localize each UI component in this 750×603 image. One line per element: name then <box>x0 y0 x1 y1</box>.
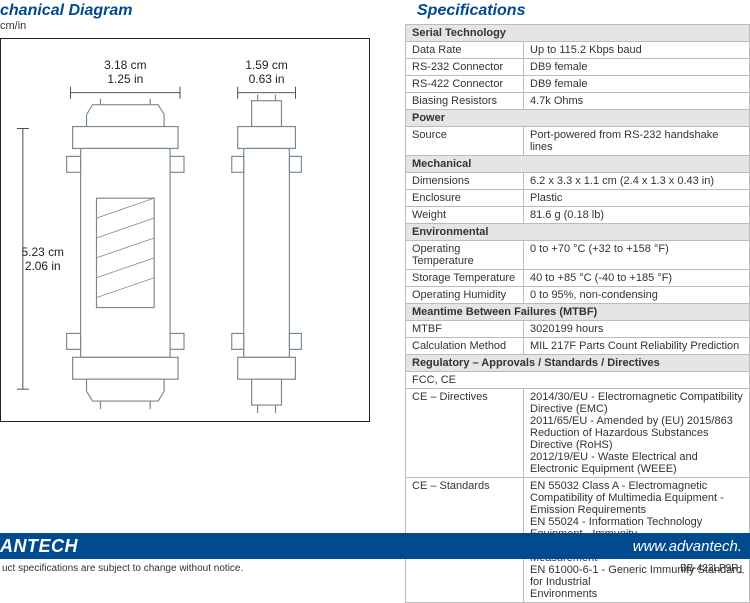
spec-row-value: 0 to +70 °C (+32 to +158 °F) <box>524 241 750 270</box>
footer-note-left: uct specifications are subject to change… <box>2 563 243 574</box>
spec-row-value: 0 to 95%, non-condensing <box>524 287 750 304</box>
spec-row-value: 81.6 g (0.18 lb) <box>524 207 750 224</box>
diagram-svg: 3.18 cm 1.25 in 1.59 cm 0.63 in 5.23 cm … <box>1 39 369 421</box>
spec-row-value: Up to 115.2 Kbps baud <box>524 42 750 59</box>
dim-side-cm: 5.23 cm <box>22 245 64 259</box>
spec-row-label: Weight <box>406 207 524 224</box>
brand-logo: ANTECH <box>0 536 78 557</box>
diagram-front-view <box>67 99 184 409</box>
brand-url: www.advantech. <box>633 538 742 555</box>
mechanical-diagram: 3.18 cm 1.25 in 1.59 cm 0.63 in 5.23 cm … <box>0 38 370 422</box>
spec-row-label: Biasing Resistors <box>406 93 524 110</box>
diagram-title: chanical Diagram <box>0 2 395 20</box>
spec-row-value: DB9 female <box>524 76 750 93</box>
spec-row-value: MIL 217F Parts Count Reliability Predict… <box>524 338 750 355</box>
spec-full-row: FCC, CE <box>406 372 750 389</box>
spec-row-label: Operating Humidity <box>406 287 524 304</box>
diagram-column: chanical Diagram cm/in <box>0 0 395 525</box>
spec-column: Specifications Serial TechnologyData Rat… <box>395 0 750 525</box>
spec-row-label: CE – Directives <box>406 389 524 478</box>
spec-row-value: 3020199 hours <box>524 321 750 338</box>
spec-row-label: Data Rate <box>406 42 524 59</box>
diagram-subtitle: cm/in <box>0 20 395 32</box>
spec-row-label: RS-232 Connector <box>406 59 524 76</box>
spec-row-value: Port-powered from RS-232 handshake lines <box>524 127 750 156</box>
dim-top2-cm: 1.59 cm <box>245 58 287 72</box>
spec-row-label: Operating Temperature <box>406 241 524 270</box>
spec-section-header: Serial Technology <box>406 25 750 42</box>
spec-row-label: Dimensions <box>406 173 524 190</box>
dim-side-in: 2.06 in <box>25 259 61 273</box>
spec-row-label: RS-422 Connector <box>406 76 524 93</box>
dim-top2-in: 0.63 in <box>249 72 285 86</box>
dim-top1-in: 1.25 in <box>107 72 143 86</box>
spec-row-value: 4.7k Ohms <box>524 93 750 110</box>
spec-section-header: Meantime Between Failures (MTBF) <box>406 304 750 321</box>
spec-section-header: Regulatory – Approvals / Standards / Dir… <box>406 355 750 372</box>
spec-row-label: Source <box>406 127 524 156</box>
spec-table: Serial TechnologyData RateUp to 115.2 Kb… <box>405 24 750 603</box>
spec-section-header: Environmental <box>406 224 750 241</box>
footer-bar: ANTECH www.advantech. <box>0 533 750 559</box>
spec-row-value: 2014/30/EU - Electromagnetic Compatibili… <box>524 389 750 478</box>
spec-section-header: Power <box>406 110 750 127</box>
spec-title: Specifications <box>417 2 750 20</box>
spec-row-value: 6.2 x 3.3 x 1.1 cm (2.4 x 1.3 x 0.43 in) <box>524 173 750 190</box>
page-footer: ANTECH www.advantech. uct specifications… <box>0 533 750 591</box>
spec-row-label: MTBF <box>406 321 524 338</box>
spec-row-label: Calculation Method <box>406 338 524 355</box>
spec-row-label: Enclosure <box>406 190 524 207</box>
spec-row-label: Storage Temperature <box>406 270 524 287</box>
spec-row-value: DB9 female <box>524 59 750 76</box>
spec-row-value: 40 to +85 °C (-40 to +185 °F) <box>524 270 750 287</box>
footer-note-right: BB-422LP9R_ <box>680 563 744 574</box>
spec-row-value: Plastic <box>524 190 750 207</box>
spec-section-header: Mechanical <box>406 156 750 173</box>
diagram-side-view <box>232 95 302 413</box>
dim-top1-cm: 3.18 cm <box>104 58 146 72</box>
